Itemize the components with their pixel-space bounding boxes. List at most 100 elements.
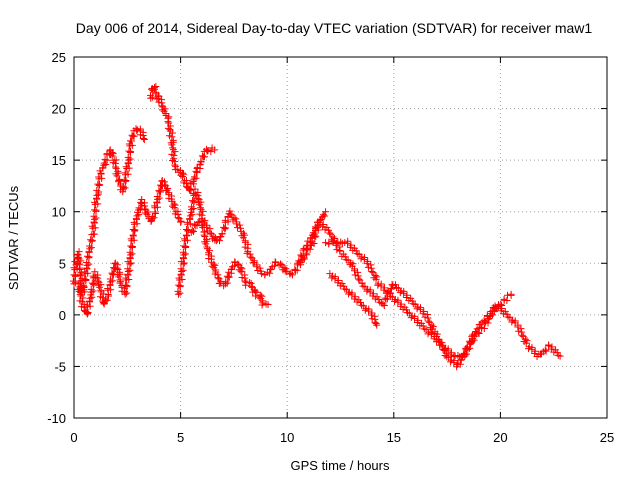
x-axis-ticks: 0 5 10 15 20 25 xyxy=(70,57,614,445)
data-point xyxy=(178,275,186,283)
data-point xyxy=(288,271,296,279)
data-point xyxy=(207,148,215,156)
data-point xyxy=(310,240,318,248)
data-point xyxy=(148,93,156,101)
data-point xyxy=(262,300,270,308)
data-point xyxy=(337,238,345,246)
data-point xyxy=(200,231,208,239)
data-point xyxy=(373,321,381,329)
data-point xyxy=(175,281,183,289)
data-point xyxy=(174,214,182,222)
series-trace-f xyxy=(294,217,515,371)
x-tick-label: 25 xyxy=(600,430,614,445)
data-point xyxy=(420,325,428,333)
data-point xyxy=(403,291,411,299)
data-point xyxy=(98,174,106,182)
data-point xyxy=(97,286,105,294)
data-point xyxy=(171,161,179,169)
data-point xyxy=(83,259,91,267)
data-point xyxy=(321,212,329,220)
data-point xyxy=(76,290,84,298)
data-point xyxy=(153,193,161,201)
data-point xyxy=(188,226,196,234)
data-point xyxy=(347,241,355,249)
series-trace-h xyxy=(326,270,381,329)
data-point xyxy=(424,317,432,325)
data-point xyxy=(312,224,320,232)
data-point xyxy=(92,194,100,202)
data-point xyxy=(247,282,255,290)
data-point xyxy=(221,225,229,233)
y-tick-label: 0 xyxy=(59,308,66,323)
x-tick-label: 5 xyxy=(177,430,184,445)
data-point xyxy=(525,345,533,353)
data-point xyxy=(370,290,378,298)
data-point xyxy=(359,282,367,290)
data-point xyxy=(113,172,121,180)
data-point xyxy=(203,243,211,251)
data-point xyxy=(170,203,178,211)
data-point xyxy=(94,200,102,208)
data-point xyxy=(380,301,388,309)
data-point xyxy=(342,256,350,264)
series-trace-b xyxy=(147,83,219,194)
data-point xyxy=(518,331,526,339)
data-point xyxy=(232,215,240,223)
data-point xyxy=(491,302,499,310)
data-point xyxy=(488,311,496,319)
data-point xyxy=(80,281,88,289)
data-point xyxy=(379,300,387,308)
data-point xyxy=(345,290,353,298)
data-point xyxy=(94,180,102,188)
data-point xyxy=(334,277,342,285)
data-point xyxy=(70,271,78,279)
data-point xyxy=(396,289,404,297)
data-point xyxy=(252,292,260,300)
series-trace-d xyxy=(174,185,272,309)
data-point xyxy=(168,141,176,149)
data-point xyxy=(115,273,123,281)
data-point xyxy=(121,287,129,295)
data-point xyxy=(125,275,133,283)
data-point xyxy=(404,309,412,317)
data-point xyxy=(461,351,469,359)
y-axis-ticks: -10 -5 0 5 10 15 20 25 xyxy=(47,50,607,426)
data-point xyxy=(277,260,285,268)
data-point xyxy=(421,313,429,321)
y-tick-label: 10 xyxy=(52,205,66,220)
data-point xyxy=(129,225,137,233)
data-point xyxy=(233,218,241,226)
data-point xyxy=(298,252,306,260)
data-point xyxy=(376,298,384,306)
data-point xyxy=(336,247,344,255)
x-tick-label: 0 xyxy=(70,430,77,445)
data-point xyxy=(258,270,266,278)
data-point xyxy=(90,218,98,226)
data-point xyxy=(196,204,204,212)
data-point xyxy=(188,197,196,205)
data-point xyxy=(474,328,482,336)
x-tick-label: 10 xyxy=(280,430,294,445)
data-point xyxy=(183,225,191,233)
y-tick-label: 5 xyxy=(59,256,66,271)
data-point xyxy=(303,241,311,249)
data-point xyxy=(186,220,194,228)
data-point xyxy=(504,313,512,321)
data-point xyxy=(364,263,372,271)
data-point xyxy=(374,281,382,289)
data-point xyxy=(364,257,372,265)
data-point xyxy=(355,275,363,283)
data-point xyxy=(126,137,134,145)
data-point xyxy=(106,275,114,283)
data-point xyxy=(226,207,234,215)
y-tick-label: 25 xyxy=(52,50,66,65)
data-point xyxy=(108,269,116,277)
data-point xyxy=(90,230,98,238)
data-point xyxy=(169,144,177,152)
data-point xyxy=(409,300,417,308)
data-point xyxy=(127,259,135,267)
data-point xyxy=(322,239,330,247)
data-point xyxy=(391,297,399,305)
data-point xyxy=(311,230,319,238)
data-point xyxy=(454,352,462,360)
